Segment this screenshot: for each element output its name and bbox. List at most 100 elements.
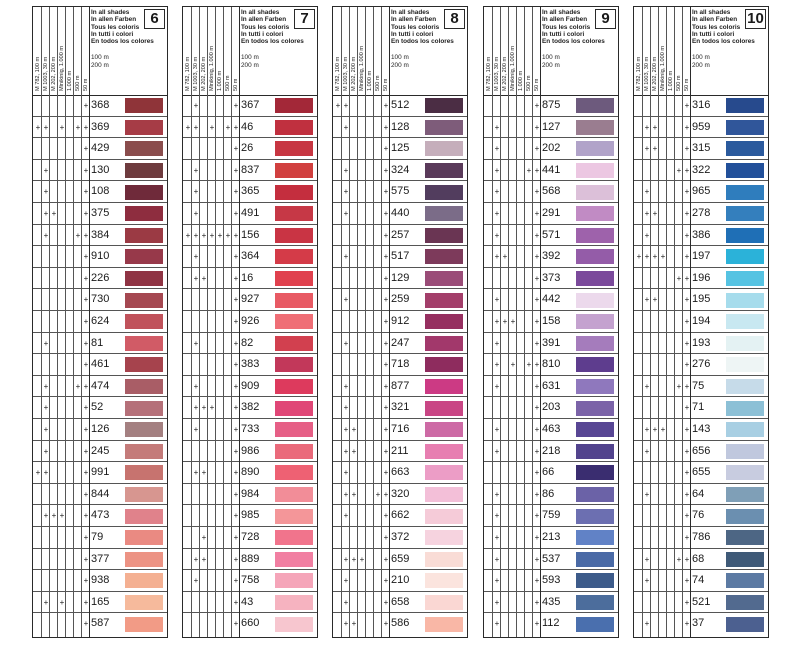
availability-mark: + [534,273,540,283]
shade-row: +43 [183,592,317,614]
shade-code: 16 [241,271,254,284]
length-line: 200 m [391,61,409,69]
shade-code: 461 [91,358,110,371]
column-header-label: 1.000 m [67,70,73,91]
availability-mark: + [343,295,349,305]
shade-code: 386 [692,228,711,241]
shade-row: + +391 [484,333,618,355]
spacer [91,45,167,54]
color-swatch [275,335,313,351]
availability-mark: + [644,295,650,305]
availability-mark: + [494,165,500,175]
shade-row: + +568 [484,181,618,203]
availability-mark: + [494,144,500,154]
availability-mark: + [684,468,690,478]
color-swatch [425,616,463,632]
availability-mark: + [534,489,540,499]
shade-code: 571 [542,228,561,241]
shade-row: +875 [484,95,618,117]
shade-code: 377 [91,552,110,565]
availability-mark: + [684,554,690,564]
shade-code: 203 [542,401,561,414]
availability-mark: + [676,165,682,175]
color-swatch [726,249,764,265]
availability-mark: + [383,381,389,391]
column-header-label: 1.000 m [367,70,373,91]
color-swatch [576,573,614,589]
column-header-label: Minikinig, 1.000 m [209,45,215,91]
shade-code: 37 [692,617,705,630]
availability-text: In all shades In allen Farben Tous les col… [542,9,618,69]
column-header-label: M 1003, 30 m [494,56,500,91]
availability-mark: + [83,165,89,175]
shade-code: 391 [542,336,561,349]
availability-mark: + [684,317,690,326]
shade-row: + +658 [333,592,467,614]
shade-row: +373 [484,268,618,290]
availability-mark: + [233,489,239,499]
availability-mark: + [494,597,500,607]
shade-code: 259 [391,293,410,306]
availability-mark: + [83,576,89,586]
color-swatch [425,443,463,459]
availability-mark: + [644,489,650,499]
availability-mark: + [644,122,650,132]
availability-mark: + [534,446,540,456]
shade-row: +521 [634,592,768,614]
column-header-label: M 782, 100 m [35,56,41,91]
availability-line: Tous les coloris [391,23,440,31]
availability-mark: + [534,360,540,370]
color-swatch [726,487,764,503]
column-header-label: M 782, 100 m [185,56,191,91]
availability-mark: + [660,252,666,262]
availability-mark: + [351,489,357,499]
column-header-label: M 202, 200 m [51,56,57,91]
availability-mark: + [193,122,199,132]
color-swatch [425,271,463,287]
color-swatch [425,508,463,524]
shade-row: + + +586 [333,613,467,635]
color-swatch [726,530,764,546]
availability-mark: + [684,187,690,197]
shade-code: 322 [692,163,711,176]
availability-mark: + [359,554,365,564]
color-swatch [576,141,614,157]
color-swatch [275,508,313,524]
shade-row: + +663 [333,462,467,484]
color-swatch [125,530,163,546]
shade-code: 537 [542,552,561,565]
availability-line: In tutti i colori [692,30,735,38]
shade-row: + +442 [484,289,618,311]
color-swatch [576,465,614,481]
availability-line: In all shades [391,9,430,16]
availability-mark: + [233,273,239,283]
color-swatch [275,400,313,416]
shade-code: 86 [542,487,555,500]
availability-mark: + [383,338,389,348]
availability-mark: + [83,446,89,456]
shade-row: + +324 [333,160,467,182]
availability-mark: + [676,554,682,564]
shade-code: 986 [241,444,260,457]
availability-mark: + [494,554,500,564]
column-header-label: M 202, 200 m [201,56,207,91]
availability-mark: + [494,425,500,434]
color-swatch [125,314,163,330]
shade-row: + +196 [634,268,768,290]
availability-mark: + [684,511,690,521]
shade-row: + + +75 [634,376,768,398]
availability-mark: + [43,187,49,197]
shade-row: +276 [634,354,768,376]
shade-row: + +837 [183,160,317,182]
shade-row: + +81 [33,333,167,355]
color-swatch [275,465,313,481]
availability-mark: + [534,511,540,521]
availability-mark: + [494,187,500,197]
shade-row: + + + +382 [183,397,317,419]
shade-code: 959 [692,120,711,133]
shade-code: 716 [391,423,410,435]
color-swatch [576,422,614,438]
shade-code: 730 [91,293,110,306]
availability-mark: + [343,446,349,456]
